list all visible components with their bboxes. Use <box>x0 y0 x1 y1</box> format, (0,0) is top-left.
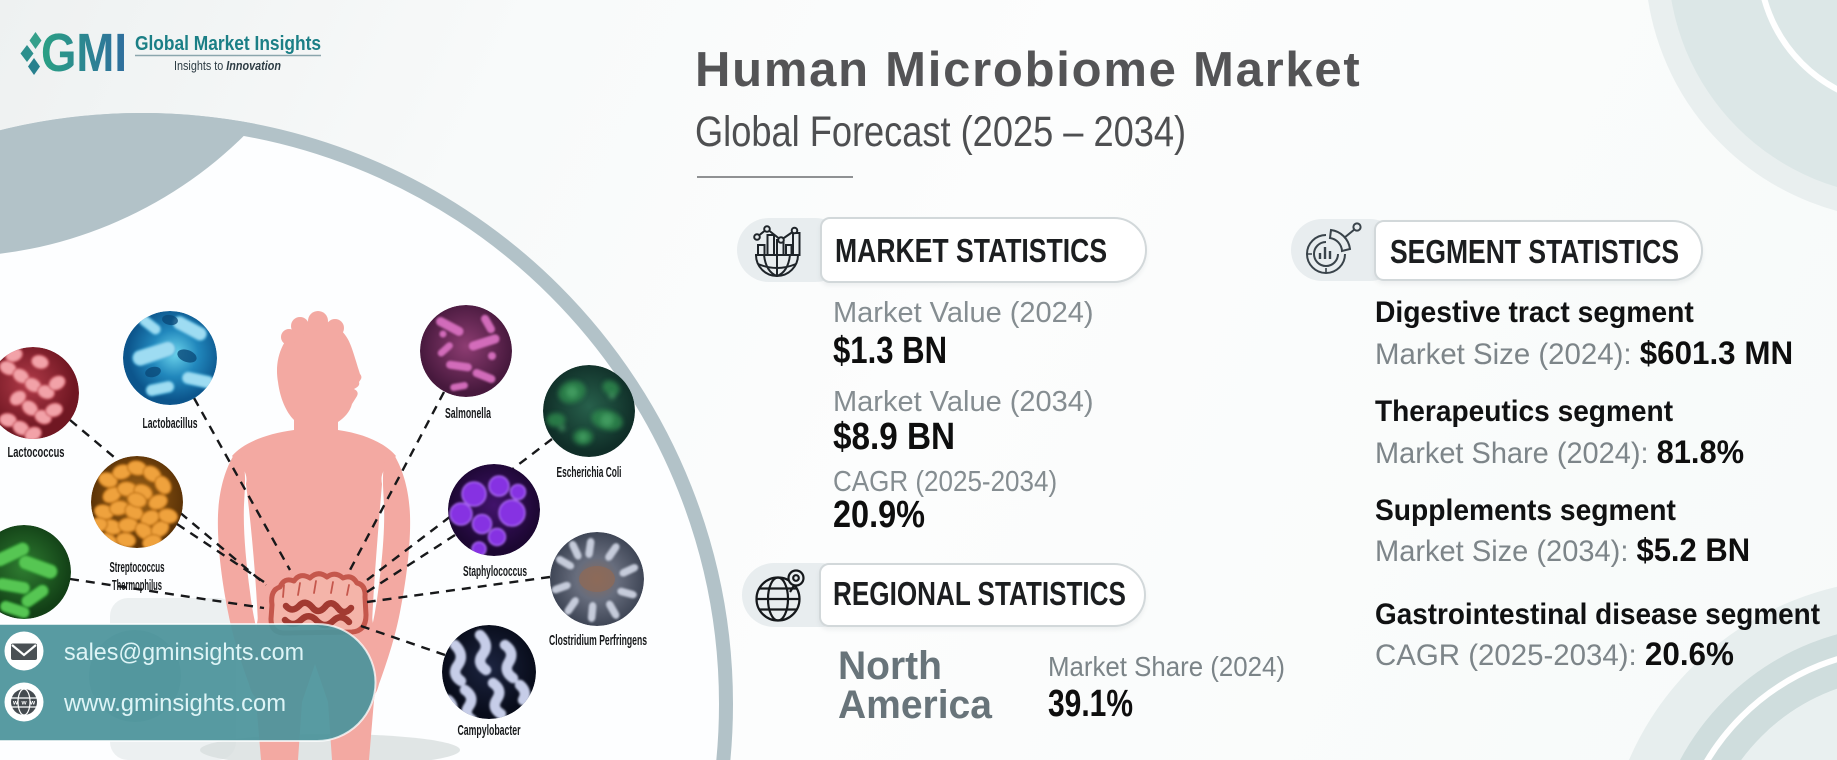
svg-text:GMI: GMI <box>41 23 127 83</box>
svg-text:Thermophilus: Thermophilus <box>112 577 162 594</box>
svg-text:Streptococcus: Streptococcus <box>110 559 165 576</box>
svg-text:www.gminsights.com: www.gminsights.com <box>63 690 286 717</box>
svg-text:Clostridium Perfringens: Clostridium Perfringens <box>549 632 647 649</box>
svg-text:Salmonella: Salmonella <box>445 405 491 422</box>
svg-text:Staphylococcus: Staphylococcus <box>463 563 527 580</box>
svg-text:Insights to Innovation: Insights to Innovation <box>174 59 281 73</box>
svg-text:Global Market Insights: Global Market Insights <box>135 33 321 55</box>
svg-text:Campylobacter: Campylobacter <box>458 722 521 739</box>
svg-text:www: www <box>12 700 36 707</box>
svg-text:Escherichia Coli: Escherichia Coli <box>557 464 622 481</box>
svg-text:Lactobacillus: Lactobacillus <box>143 415 198 432</box>
svg-text:Lactococcus: Lactococcus <box>8 444 65 461</box>
svg-text:sales@gminsights.com: sales@gminsights.com <box>64 639 304 666</box>
